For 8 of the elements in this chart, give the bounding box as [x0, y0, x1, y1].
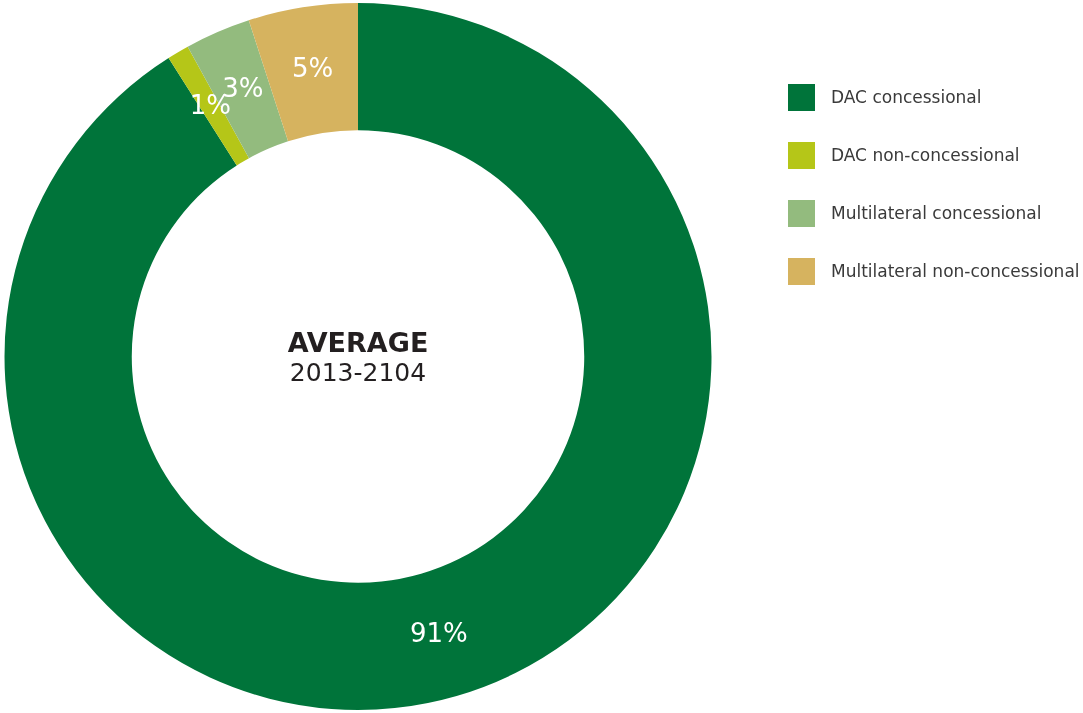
legend-label: DAC concessional	[831, 87, 982, 107]
data-label: 91%	[409, 617, 468, 648]
legend-label: Multilateral concessional	[831, 203, 1042, 223]
text: 2013-2104	[289, 357, 427, 387]
legend-label: Multilateral non-concessional	[831, 261, 1080, 281]
data-label: 5%	[292, 52, 334, 83]
text: AVERAGE	[287, 326, 429, 358]
legend-label: DAC non-concessional	[831, 145, 1020, 165]
